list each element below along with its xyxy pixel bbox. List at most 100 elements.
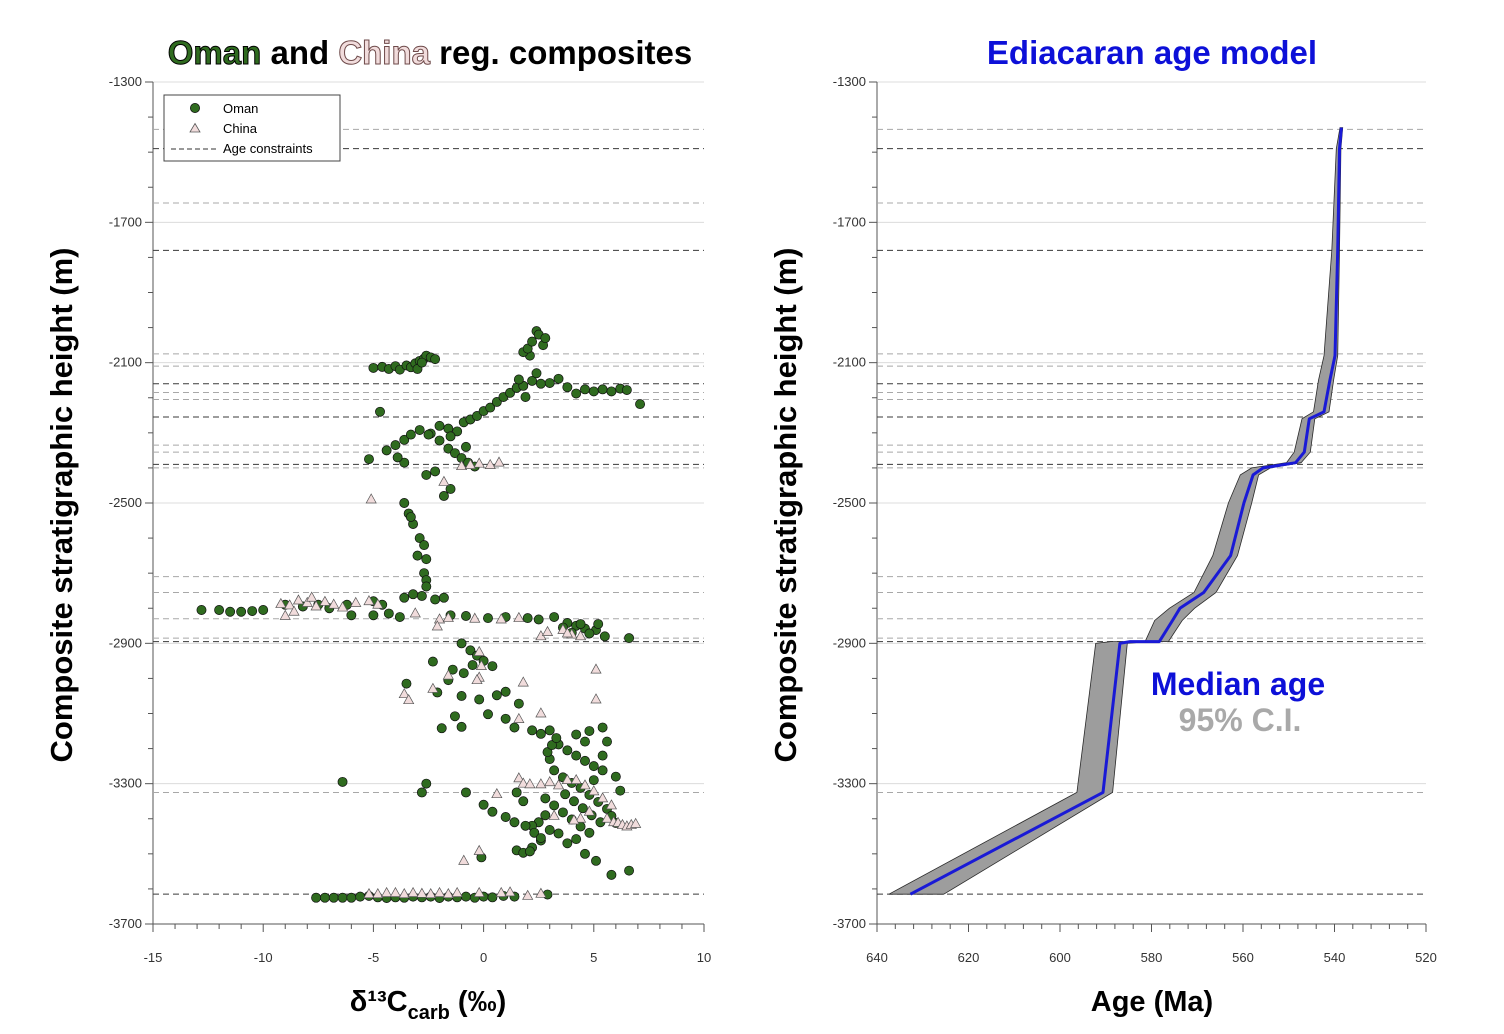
oman-point	[421, 554, 432, 565]
oman-point	[487, 661, 498, 672]
right-y-tick-label: -1700	[833, 214, 866, 229]
oman-point	[421, 581, 432, 592]
china-point	[484, 458, 496, 469]
right-x-tick-label: 580	[1141, 950, 1163, 965]
china-point	[328, 598, 340, 609]
oman-point	[487, 806, 498, 817]
oman-point	[549, 612, 560, 622]
legend-china-label: China	[223, 121, 258, 136]
china-point	[433, 613, 446, 624]
oman-point	[452, 426, 463, 437]
china-point	[442, 611, 454, 622]
left-x-axis-label: δ¹³Ccarb (‰)	[350, 986, 506, 1024]
china-point	[473, 844, 485, 855]
oman-point	[474, 694, 485, 705]
right-y-tick-label: -2100	[833, 355, 866, 370]
oman-point	[540, 793, 551, 804]
oman-point	[416, 357, 427, 368]
oman-point	[527, 336, 538, 347]
left-y-tick-label: -3700	[109, 916, 142, 931]
oman-point	[527, 375, 538, 386]
oman-point	[419, 540, 430, 551]
oman-point	[383, 608, 394, 619]
oman-point	[509, 817, 520, 828]
oman-point	[615, 785, 626, 796]
oman-point	[505, 387, 515, 398]
china-point	[517, 777, 529, 788]
oman-point	[533, 614, 544, 625]
oman-point	[571, 388, 582, 399]
china-point	[365, 493, 377, 504]
oman-point	[551, 733, 562, 744]
oman-point	[621, 385, 632, 395]
oman-point	[483, 613, 493, 624]
left-x-tick-label: -15	[144, 950, 163, 965]
oman-point	[597, 384, 608, 395]
oman-point	[588, 775, 599, 786]
oman-point	[606, 386, 617, 397]
oman-point	[491, 690, 502, 701]
china-point	[504, 886, 516, 897]
oman-point	[540, 333, 551, 344]
china-point	[455, 459, 468, 471]
right-x-tick-label: 600	[1049, 950, 1071, 965]
title-part-oman: Oman	[168, 34, 262, 71]
china-point	[427, 682, 439, 693]
oman-point	[456, 638, 467, 649]
left-y-tick-label: -2500	[109, 495, 142, 510]
oman-point	[500, 713, 511, 724]
china-point	[451, 886, 463, 897]
oman-point	[427, 656, 438, 667]
right-y-axis-label: Composite stratigraphic height (m)	[768, 248, 803, 763]
left-x-tick-label: -10	[254, 950, 273, 965]
title-part-rest: reg. composites	[430, 34, 692, 71]
oman-point	[624, 865, 635, 876]
oman-point	[597, 765, 608, 776]
china-point	[398, 887, 410, 899]
china-point	[464, 458, 476, 469]
oman-point	[549, 765, 560, 776]
china-point	[473, 886, 485, 897]
china-point	[561, 773, 573, 785]
oman-point	[524, 846, 535, 857]
oman-point	[412, 550, 423, 561]
china-point	[491, 787, 503, 799]
oman-point	[540, 810, 551, 821]
oman-point	[535, 833, 546, 843]
china-point	[409, 607, 421, 618]
oman-point	[436, 723, 447, 734]
oman-point	[430, 466, 441, 477]
oman-point	[584, 726, 595, 736]
china-point	[301, 596, 313, 607]
oman-point	[225, 606, 236, 617]
left-y-tick-label: -3300	[109, 776, 142, 791]
china-point	[398, 687, 410, 699]
china-point	[438, 475, 450, 486]
oman-point	[478, 799, 489, 810]
oman-point	[531, 368, 542, 379]
oman-point	[196, 605, 207, 615]
oman-point	[445, 431, 456, 442]
right-x-tick-label: 640	[866, 950, 888, 965]
oman-point	[562, 745, 573, 756]
oman-point	[416, 787, 427, 798]
china-point	[548, 809, 560, 820]
china-point	[535, 887, 547, 898]
oman-point	[414, 533, 425, 544]
oman-point	[571, 729, 582, 740]
oman-point	[597, 722, 608, 733]
oman-point	[430, 594, 441, 605]
xlabel-delta: δ¹³C	[350, 986, 408, 1018]
china-point	[630, 817, 642, 828]
oman-point	[588, 761, 599, 772]
oman-point	[405, 512, 416, 522]
oman-point	[522, 343, 533, 354]
right-y-tick-label: -2900	[833, 635, 866, 650]
china-point	[475, 659, 487, 670]
oman-point	[461, 787, 471, 798]
china-point	[416, 887, 428, 898]
china-point	[442, 669, 454, 680]
left-x-tick-label: 5	[590, 950, 597, 965]
oman-point	[522, 613, 533, 624]
oman-point	[414, 425, 425, 435]
